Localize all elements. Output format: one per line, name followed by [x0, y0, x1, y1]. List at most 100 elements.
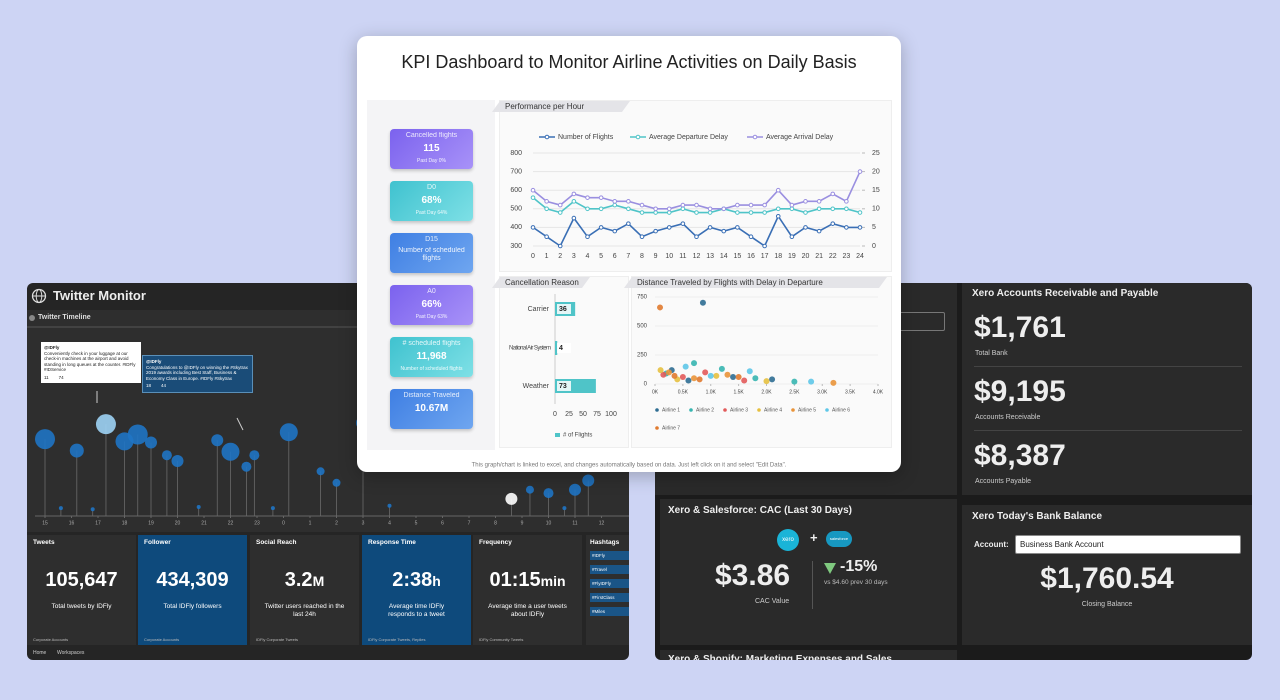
- x-tick-label: 7: [626, 253, 630, 260]
- line-point: [789, 206, 795, 212]
- kpi-sub: Number of scheduled flights: [398, 247, 465, 262]
- title-tab: [624, 277, 887, 288]
- line-point: [653, 228, 658, 234]
- line-point: [735, 202, 740, 208]
- value-label: 73: [559, 383, 567, 390]
- tweet-retweets: 18: [146, 383, 152, 388]
- bubble: [543, 488, 554, 499]
- legend-swatch: [757, 408, 761, 412]
- x-tick-label: 22: [228, 520, 234, 526]
- x-tick-label: 10: [665, 253, 673, 260]
- line-point: [707, 210, 713, 215]
- line-point: [789, 234, 795, 239]
- panel-bg: [499, 276, 629, 448]
- legend-swatch: [825, 408, 829, 412]
- tweet-likes: 44: [161, 383, 167, 388]
- kpi-tile: Distance Traveled 10.67M: [390, 389, 473, 429]
- bubble: [145, 436, 157, 449]
- scatter-point: [735, 374, 742, 381]
- metric-title: Follower: [144, 539, 171, 546]
- line-point: [585, 234, 590, 239]
- bubble: [211, 434, 224, 447]
- hashtag-item: #FirstClass: [590, 593, 629, 602]
- metric-source: Corporate Accounts: [144, 637, 180, 642]
- legend-swatch: [689, 408, 693, 412]
- kpi-label: A0: [427, 288, 436, 295]
- scatter-point: [657, 367, 664, 374]
- legend-swatch: [723, 408, 727, 412]
- line-point: [653, 210, 658, 215]
- scatter-point: [808, 378, 815, 385]
- kpi-label: # scheduled flights: [402, 340, 461, 347]
- x-tick-label: 24: [856, 253, 864, 260]
- x-tick-label: 2: [558, 253, 562, 260]
- kpi-tile: # scheduled flights 11,968 Number of sched…: [390, 337, 473, 377]
- tweet-handle: @IDFly: [146, 359, 162, 364]
- metric-number: 434,309: [156, 569, 229, 591]
- panel-title: Xero Accounts Receivable and Payable: [972, 288, 1159, 299]
- line-point: [857, 225, 863, 230]
- tweet-retweets: 11: [44, 374, 49, 380]
- metric-caption: Total IDFly followers: [163, 603, 222, 610]
- y-tick-label: 0: [644, 382, 648, 388]
- bubble: [95, 414, 116, 435]
- line-point: [694, 202, 699, 208]
- twitter-title: Twitter Monitor: [53, 288, 146, 303]
- tweet-text: Congratulations to @IDFly on winning the…: [146, 364, 248, 381]
- hashtags-tile: Hashtags #IDFly #Travel #FlyIDFly #FirstClas…: [586, 535, 629, 645]
- y-tick-label: 250: [637, 353, 648, 359]
- bubble: [90, 507, 95, 512]
- value-label: 4: [559, 345, 563, 352]
- line-point: [816, 199, 822, 204]
- metric-source: IDFly Community Tweets: [479, 637, 524, 642]
- account-select[interactable]: Business Bank Account: [1015, 535, 1241, 554]
- line-point: [666, 210, 672, 215]
- line-point: [707, 225, 713, 230]
- line-point: [694, 234, 699, 239]
- panel-title: Xero Today's Bank Balance: [972, 511, 1103, 522]
- legend-label: Airline 6: [832, 407, 850, 413]
- line-point: [680, 202, 686, 208]
- value-label: Closing Balance: [1081, 601, 1133, 608]
- bubble: [127, 424, 148, 445]
- line-point: [680, 206, 686, 212]
- line-point: [775, 187, 781, 193]
- line-point: [735, 225, 740, 230]
- title-tab: [492, 277, 590, 288]
- x-tick-label: 9: [654, 253, 658, 260]
- legend-swatch: [635, 134, 641, 140]
- footnote: This graph/chart is linked to excel, and…: [472, 463, 787, 469]
- scatter-point: [702, 369, 709, 376]
- line-point: [530, 225, 536, 230]
- y2-tick-label: 15: [872, 187, 880, 194]
- tweet-stats: 18 44: [146, 383, 249, 389]
- panel-title: Xero & Salesforce: CAC (Last 30 Days): [668, 505, 852, 516]
- bubble: [249, 450, 260, 461]
- line-point: [557, 210, 563, 215]
- bubble: [221, 442, 240, 461]
- line-point: [721, 228, 727, 234]
- x-tick-label: 2: [335, 520, 338, 526]
- line-point: [612, 228, 618, 234]
- line-point: [762, 202, 767, 208]
- metric-caption: Average time a user tweets about IDFly: [488, 603, 567, 618]
- legend-label: Airline 5: [798, 407, 816, 413]
- metric-unit: h: [432, 573, 441, 589]
- legend-label: Number of Flights: [558, 134, 614, 141]
- line-point: [544, 199, 549, 204]
- timeline-title: Twitter Timeline: [38, 314, 91, 321]
- legend-label: Airline 2: [696, 407, 714, 413]
- x-tick-label: 2.0K: [761, 389, 772, 395]
- x-tick-label: 13: [706, 253, 714, 260]
- divider: [974, 430, 1242, 431]
- legend-label: Airline 1: [662, 407, 680, 413]
- tweet-callout: @IDFly Conveniently check in your luggage…: [41, 342, 141, 383]
- y2-tick-label: 20: [872, 168, 880, 175]
- panel: Xero Today's Bank Balance Account: Busines…: [962, 505, 1252, 645]
- panel-bg: [499, 100, 892, 272]
- line-point: [857, 169, 863, 174]
- scatter-point: [671, 372, 678, 379]
- line-point: [748, 234, 754, 239]
- kpi-value: 11,968: [416, 351, 447, 362]
